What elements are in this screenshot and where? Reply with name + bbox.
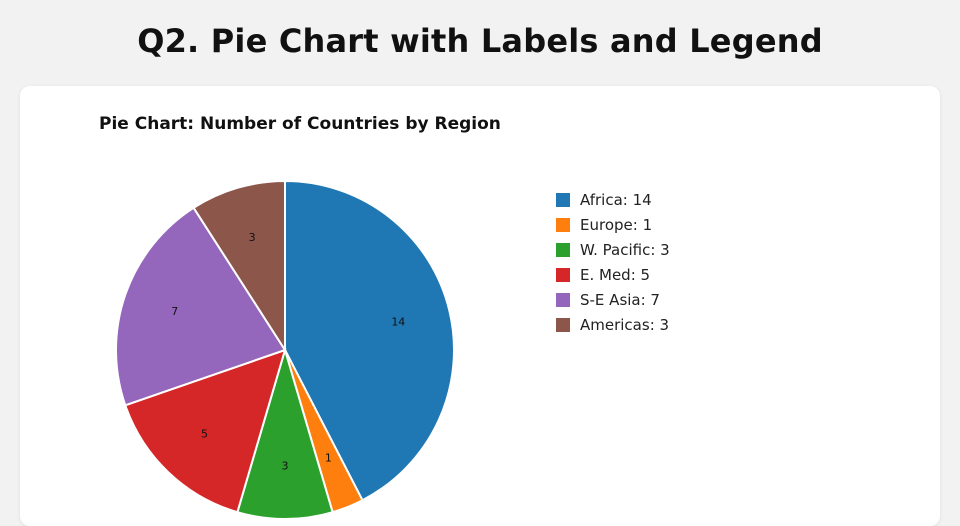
legend-label: Africa: 14	[580, 190, 652, 209]
legend-item: W. Pacific: 3	[556, 237, 670, 262]
legend-label: W. Pacific: 3	[580, 240, 670, 259]
legend-swatch	[556, 192, 570, 207]
pie-slice-s-e-asia	[115, 206, 287, 407]
legend-swatch	[556, 267, 570, 282]
slice-label: 1	[325, 451, 332, 464]
legend-item: E. Med: 5	[556, 262, 670, 287]
pie-slice-africa	[284, 179, 455, 502]
legend-item: Americas: 3	[556, 312, 670, 337]
pie-slice-americas	[192, 179, 286, 354]
legend-swatch	[556, 317, 570, 332]
legend-swatch	[556, 217, 570, 232]
slice-label: 14	[391, 316, 405, 329]
legend-label: Americas: 3	[580, 315, 670, 334]
slice-label: 5	[201, 427, 208, 440]
chart-card: Pie Chart: Number of Countries by Region…	[20, 86, 940, 526]
legend-swatch	[556, 242, 570, 257]
legend-item: Africa: 14	[556, 187, 670, 212]
page-title: Q2. Pie Chart with Labels and Legend	[137, 22, 823, 60]
pie-chart: 14 1 3 5 7 3	[115, 179, 455, 520]
chart-legend: Africa: 14 Europe: 1 W. Pacific: 3 E. Med: …	[556, 187, 670, 337]
slice-label: 3	[249, 231, 256, 244]
slice-label: 7	[171, 305, 178, 318]
legend-label: E. Med: 5	[580, 265, 651, 284]
legend-label: S-E Asia: 7	[580, 290, 660, 309]
legend-item: S-E Asia: 7	[556, 287, 670, 312]
legend-item: Europe: 1	[556, 212, 670, 237]
chart-title: Pie Chart: Number of Countries by Region	[99, 114, 501, 134]
slice-label: 3	[282, 460, 289, 473]
legend-swatch	[556, 292, 570, 307]
legend-label: Europe: 1	[580, 215, 653, 234]
